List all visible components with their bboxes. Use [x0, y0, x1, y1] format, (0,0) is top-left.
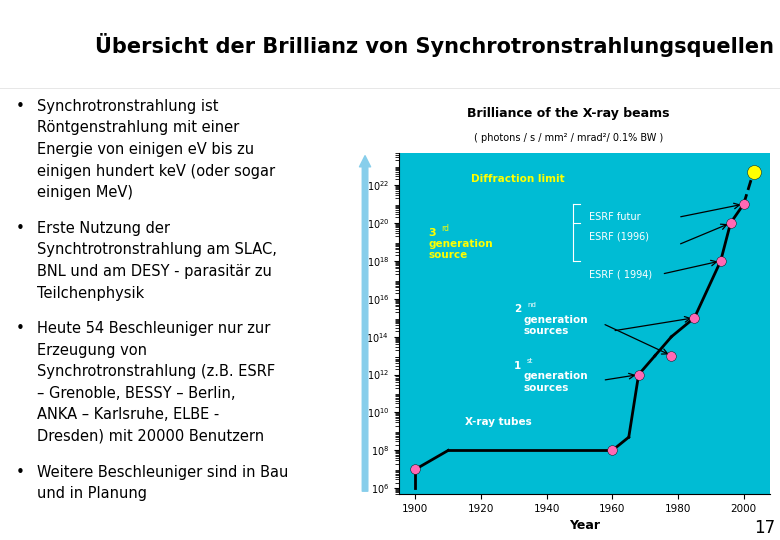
Text: generation: generation	[428, 239, 493, 249]
Text: source: source	[428, 250, 468, 260]
Text: Teilchenphysik: Teilchenphysik	[37, 286, 145, 301]
Text: st: st	[527, 359, 534, 364]
Text: sources: sources	[523, 326, 569, 336]
Text: ESRF futur: ESRF futur	[590, 212, 641, 222]
Text: •: •	[16, 464, 24, 480]
Text: BNL und am DESY - parasitär zu: BNL und am DESY - parasitär zu	[37, 264, 272, 279]
Text: Synchtrotronstrahlung am SLAC,: Synchtrotronstrahlung am SLAC,	[37, 242, 278, 258]
Text: Diffraction limit: Diffraction limit	[471, 174, 565, 184]
Text: ANKA – Karlsruhe, ELBE -: ANKA – Karlsruhe, ELBE -	[37, 407, 220, 422]
Text: Weitere Beschleuniger sind in Bau: Weitere Beschleuniger sind in Bau	[37, 464, 289, 480]
Text: Erste Nutzung der: Erste Nutzung der	[37, 221, 171, 236]
Text: Energie von einigen eV bis zu: Energie von einigen eV bis zu	[37, 142, 254, 157]
Text: Heute 54 Beschleuniger nur zur: Heute 54 Beschleuniger nur zur	[37, 321, 271, 336]
Text: – Grenoble, BESSY – Berlin,: – Grenoble, BESSY – Berlin,	[37, 386, 236, 401]
Text: und in Planung: und in Planung	[37, 486, 147, 501]
Text: ESRF ( 1994): ESRF ( 1994)	[590, 269, 653, 279]
Text: ESRF (1996): ESRF (1996)	[590, 231, 650, 241]
Text: 3: 3	[428, 228, 436, 238]
Text: •: •	[16, 321, 24, 336]
Text: Brilliance of the X-ray beams: Brilliance of the X-ray beams	[467, 107, 670, 120]
Text: Synchrotronstrahlung (z.B. ESRF: Synchrotronstrahlung (z.B. ESRF	[37, 364, 275, 379]
Text: sources: sources	[523, 383, 569, 393]
Text: einigen hundert keV (oder sogar: einigen hundert keV (oder sogar	[37, 164, 275, 179]
Text: einigen MeV): einigen MeV)	[37, 185, 133, 200]
Text: Synchrotronstrahlung ist: Synchrotronstrahlung ist	[37, 99, 219, 114]
Text: Übersicht der Brillianz von Synchrotronstrahlungsquellen: Übersicht der Brillianz von Synchrotrons…	[95, 32, 775, 57]
Text: Dresden) mit 20000 Benutzern: Dresden) mit 20000 Benutzern	[37, 429, 264, 444]
Text: generation: generation	[523, 372, 588, 381]
Text: 2: 2	[514, 303, 521, 314]
Text: generation: generation	[523, 315, 588, 325]
Text: •: •	[16, 221, 24, 236]
Text: rd: rd	[441, 224, 449, 233]
Text: 1: 1	[514, 361, 521, 370]
Text: Erzeugung von: Erzeugung von	[37, 343, 147, 357]
X-axis label: Year: Year	[569, 519, 600, 532]
Text: X-ray tubes: X-ray tubes	[465, 417, 531, 427]
Text: Röntgenstrahlung mit einer: Röntgenstrahlung mit einer	[37, 120, 239, 136]
Text: CERN: CERN	[30, 25, 59, 35]
Text: •: •	[16, 99, 24, 114]
Text: nd: nd	[527, 301, 536, 307]
Text: ( photons / s / mm² / mrad²/ 0.1% BW ): ( photons / s / mm² / mrad²/ 0.1% BW )	[474, 133, 663, 143]
Text: 17: 17	[754, 519, 775, 537]
